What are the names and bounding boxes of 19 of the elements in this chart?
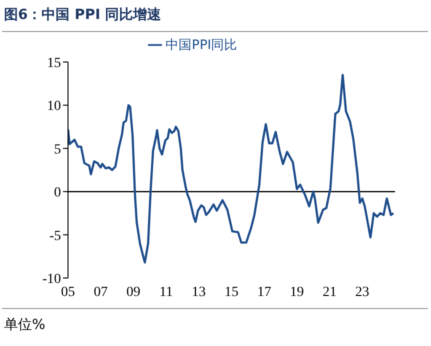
y-tick-label: -5	[49, 228, 61, 244]
y-tick-label: 10	[47, 99, 61, 114]
x-tick-label: 15	[224, 284, 238, 300]
x-tick-label: 19	[290, 284, 304, 300]
x-tick-label: 23	[355, 284, 370, 300]
text: 单位%	[4, 316, 46, 334]
x-tick-label: 05	[61, 284, 75, 300]
x-tick-label: 11	[159, 284, 173, 300]
x-tick-label: 09	[126, 284, 140, 300]
x-tick-label: 17	[257, 284, 272, 300]
legend-label: 中国PPI同比	[166, 38, 238, 53]
y-tick-label: 5	[54, 142, 61, 158]
x-tick-label: 21	[322, 284, 337, 300]
chart-title: 图6：中国 PPI 同比增速	[4, 6, 162, 24]
x-tick-label: 13	[192, 284, 206, 300]
y-tick-label: 0	[54, 186, 61, 201]
y-tick-label: -10	[42, 272, 61, 287]
x-tick-label: 07	[94, 284, 108, 300]
y-tick-label: 15	[47, 56, 61, 71]
